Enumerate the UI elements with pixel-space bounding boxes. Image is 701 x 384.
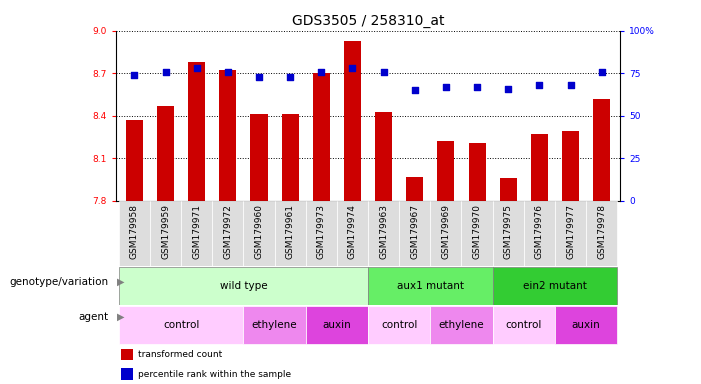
Point	[503, 86, 514, 92]
Bar	[406, 177, 423, 201]
Bar	[468, 143, 486, 201]
FancyBboxPatch shape	[306, 306, 368, 344]
FancyBboxPatch shape	[275, 201, 306, 266]
Bar	[157, 106, 174, 201]
FancyBboxPatch shape	[368, 306, 430, 344]
FancyBboxPatch shape	[555, 201, 586, 266]
Bar	[593, 99, 611, 201]
FancyBboxPatch shape	[461, 201, 493, 266]
FancyBboxPatch shape	[368, 201, 399, 266]
FancyBboxPatch shape	[118, 306, 243, 344]
Bar	[250, 114, 268, 201]
Text: GSM179971: GSM179971	[192, 204, 201, 259]
Text: GSM179974: GSM179974	[348, 204, 357, 259]
Point	[533, 82, 545, 88]
Text: GSM179958: GSM179958	[130, 204, 139, 259]
Text: wild type: wild type	[219, 281, 267, 291]
Text: GSM179967: GSM179967	[410, 204, 419, 259]
FancyBboxPatch shape	[493, 201, 524, 266]
FancyBboxPatch shape	[306, 201, 337, 266]
FancyBboxPatch shape	[150, 201, 181, 266]
Point	[285, 74, 296, 80]
Text: GSM179960: GSM179960	[254, 204, 264, 259]
Point	[596, 68, 607, 74]
Text: GSM179959: GSM179959	[161, 204, 170, 259]
Text: agent: agent	[79, 312, 109, 322]
Text: GSM179970: GSM179970	[472, 204, 482, 259]
Title: GDS3505 / 258310_at: GDS3505 / 258310_at	[292, 14, 444, 28]
Text: GSM179972: GSM179972	[224, 204, 232, 259]
FancyBboxPatch shape	[555, 306, 618, 344]
Bar	[313, 73, 330, 201]
FancyBboxPatch shape	[399, 201, 430, 266]
FancyBboxPatch shape	[212, 201, 243, 266]
FancyBboxPatch shape	[181, 201, 212, 266]
Point	[222, 68, 233, 74]
Bar	[375, 111, 392, 201]
Text: GSM179977: GSM179977	[566, 204, 575, 259]
Point	[253, 74, 264, 80]
FancyBboxPatch shape	[368, 267, 493, 305]
Bar	[562, 131, 579, 201]
Bar	[121, 349, 133, 361]
Text: percentile rank within the sample: percentile rank within the sample	[138, 370, 292, 379]
FancyBboxPatch shape	[430, 306, 493, 344]
Point	[409, 87, 421, 93]
Text: auxin: auxin	[572, 320, 601, 330]
Text: GSM179963: GSM179963	[379, 204, 388, 259]
Text: GSM179973: GSM179973	[317, 204, 326, 259]
Bar	[531, 134, 548, 201]
Point	[347, 65, 358, 71]
Point	[472, 84, 483, 90]
Text: transformed count: transformed count	[138, 350, 223, 359]
Point	[378, 68, 389, 74]
Text: control: control	[381, 320, 417, 330]
Point	[315, 68, 327, 74]
FancyBboxPatch shape	[493, 306, 555, 344]
Bar	[188, 62, 205, 201]
Point	[440, 84, 451, 90]
Text: ▶: ▶	[117, 312, 125, 322]
FancyBboxPatch shape	[118, 201, 150, 266]
FancyBboxPatch shape	[243, 201, 275, 266]
Bar	[125, 120, 143, 201]
Text: GSM179961: GSM179961	[285, 204, 294, 259]
Bar	[344, 41, 361, 201]
FancyBboxPatch shape	[586, 201, 618, 266]
Text: genotype/variation: genotype/variation	[10, 277, 109, 287]
Point	[191, 65, 203, 71]
Text: ein2 mutant: ein2 mutant	[523, 281, 587, 291]
FancyBboxPatch shape	[493, 267, 618, 305]
Bar	[500, 178, 517, 201]
FancyBboxPatch shape	[524, 201, 555, 266]
Point	[565, 82, 576, 88]
Text: GSM179978: GSM179978	[597, 204, 606, 259]
Bar	[437, 141, 454, 201]
Text: auxin: auxin	[322, 320, 351, 330]
Text: aux1 mutant: aux1 mutant	[397, 281, 464, 291]
Point	[160, 68, 171, 74]
Bar	[282, 114, 299, 201]
FancyBboxPatch shape	[430, 201, 461, 266]
Text: control: control	[163, 320, 199, 330]
Bar	[121, 368, 133, 380]
Text: ▶: ▶	[117, 277, 125, 287]
Text: ethylene: ethylene	[252, 320, 297, 330]
Text: ethylene: ethylene	[439, 320, 484, 330]
Point	[129, 72, 140, 78]
FancyBboxPatch shape	[337, 201, 368, 266]
Text: GSM179969: GSM179969	[442, 204, 451, 259]
FancyBboxPatch shape	[243, 306, 306, 344]
Text: GSM179975: GSM179975	[504, 204, 512, 259]
FancyBboxPatch shape	[118, 267, 368, 305]
Text: GSM179976: GSM179976	[535, 204, 544, 259]
Text: control: control	[505, 320, 542, 330]
Bar	[219, 70, 236, 201]
